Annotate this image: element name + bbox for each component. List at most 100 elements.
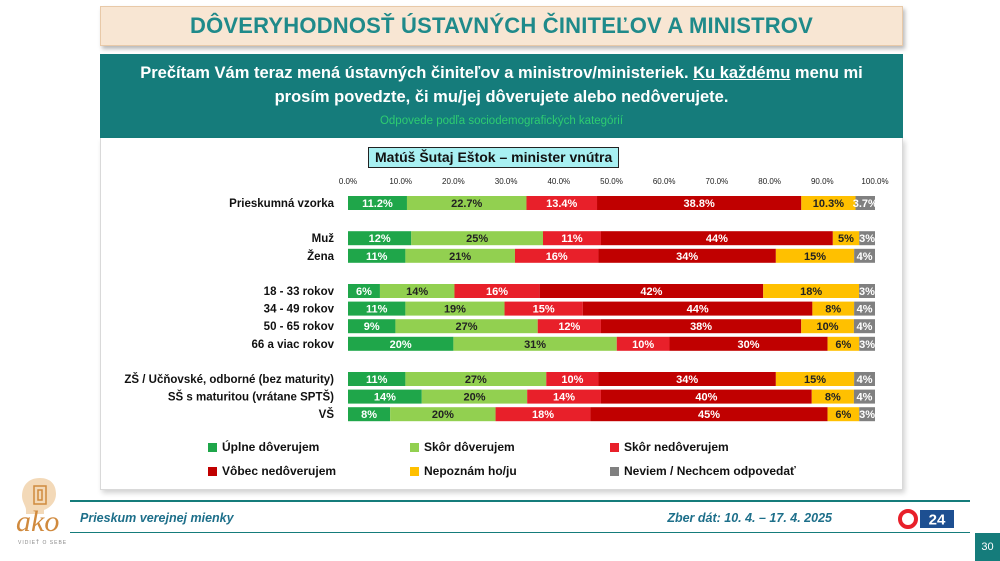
bar-segment bbox=[853, 319, 875, 334]
bar-segment bbox=[859, 231, 875, 246]
data-label: 10.3% bbox=[813, 198, 844, 210]
bar-segment bbox=[600, 231, 833, 246]
legend-swatch bbox=[610, 443, 619, 452]
x-tick-label: 20.0% bbox=[442, 177, 465, 186]
x-tick-label: 70.0% bbox=[706, 177, 729, 186]
bar-segment bbox=[854, 248, 875, 263]
data-label: 18% bbox=[532, 409, 554, 421]
bar-segment bbox=[379, 284, 455, 298]
data-label: 40% bbox=[695, 392, 717, 404]
data-label: 4% bbox=[857, 251, 873, 263]
data-label: 15% bbox=[804, 374, 826, 386]
data-label: 16% bbox=[546, 251, 568, 263]
data-label: 38.8% bbox=[684, 198, 715, 210]
legend-swatch bbox=[208, 467, 217, 476]
bar-segment bbox=[775, 248, 855, 263]
footer-divider-lower bbox=[70, 532, 970, 533]
data-label: 16% bbox=[486, 286, 508, 298]
question-part1: Prečítam Vám teraz mená ústavných činite… bbox=[140, 64, 689, 82]
bar-segment bbox=[801, 196, 856, 210]
data-label: 11% bbox=[366, 374, 388, 386]
data-label: 22.7% bbox=[451, 198, 482, 210]
category-label: 18 - 33 rokov bbox=[264, 286, 335, 298]
data-label: 8% bbox=[825, 304, 841, 316]
bar-segment bbox=[527, 389, 601, 404]
data-label: 20% bbox=[390, 339, 412, 351]
data-label: 11% bbox=[366, 251, 388, 263]
data-label: 30% bbox=[738, 339, 760, 351]
bar-segment bbox=[590, 407, 828, 422]
data-label: 27% bbox=[465, 374, 487, 386]
data-label: 34% bbox=[676, 251, 698, 263]
bar-segment bbox=[598, 372, 776, 386]
bar-segment bbox=[827, 407, 860, 422]
bar-segment bbox=[514, 248, 599, 263]
data-label: 20% bbox=[463, 392, 485, 404]
data-label: 14% bbox=[553, 392, 575, 404]
data-label: 27% bbox=[456, 321, 478, 333]
data-label: 3% bbox=[859, 286, 875, 298]
x-tick-label: 10.0% bbox=[389, 177, 412, 186]
legend-label: Neviem / Nechcem odpovedať bbox=[624, 464, 796, 478]
data-label: 14% bbox=[374, 392, 396, 404]
bar-segment bbox=[395, 319, 538, 334]
chart-title: Matúš Šutaj Eštok – minister vnútra bbox=[368, 147, 620, 168]
bar-segment bbox=[859, 407, 875, 422]
page-number: 30 bbox=[975, 533, 1000, 561]
bar-segment bbox=[526, 196, 598, 210]
data-label: 3% bbox=[859, 409, 875, 421]
bar-segment bbox=[854, 301, 875, 316]
bar-segment bbox=[348, 407, 391, 422]
question-text: Prečítam Vám teraz mená ústavných činite… bbox=[100, 54, 903, 109]
x-tick-label: 40.0% bbox=[547, 177, 570, 186]
bar-segment bbox=[546, 372, 599, 386]
data-label: 4% bbox=[857, 304, 873, 316]
bar-segment bbox=[598, 248, 776, 263]
bar-segment bbox=[453, 336, 617, 351]
category-label: VŠ bbox=[319, 408, 335, 421]
bar-segment bbox=[859, 336, 875, 351]
legend-label: Úplne dôverujem bbox=[222, 439, 319, 454]
bar-segment bbox=[775, 372, 855, 386]
category-label: Muž bbox=[312, 233, 335, 245]
logo-subtitle: VIDIEŤ O SEBE bbox=[18, 540, 68, 546]
bar-segment bbox=[405, 301, 505, 316]
category-label: 34 - 49 rokov bbox=[264, 304, 335, 316]
data-label: 12% bbox=[369, 233, 391, 245]
data-label: 3.7% bbox=[853, 198, 878, 210]
category-label: 50 - 65 rokov bbox=[264, 321, 335, 333]
data-label: 31% bbox=[524, 339, 546, 351]
legend-label: Nepoznám ho/ju bbox=[424, 464, 517, 478]
x-tick-label: 90.0% bbox=[811, 177, 834, 186]
data-label: 19% bbox=[444, 304, 466, 316]
data-label: 20% bbox=[432, 409, 454, 421]
logo-text: ako bbox=[16, 505, 60, 538]
category-label: Žena bbox=[307, 250, 334, 263]
data-label: 44% bbox=[706, 233, 728, 245]
bar-segment bbox=[348, 372, 406, 386]
data-label: 42% bbox=[640, 286, 662, 298]
bar-segment bbox=[495, 407, 591, 422]
data-label: 10% bbox=[817, 321, 839, 333]
bar-segment bbox=[348, 301, 406, 316]
bar-segment bbox=[405, 372, 547, 386]
bar-segment bbox=[421, 389, 528, 404]
legend-swatch bbox=[410, 443, 419, 452]
legend-label: Skôr dôverujem bbox=[424, 440, 515, 454]
bar-segment bbox=[855, 196, 875, 210]
category-label: Prieskumná vzorka bbox=[229, 198, 334, 210]
bar-segment bbox=[454, 284, 540, 298]
ako-logo-icon bbox=[22, 478, 56, 514]
title-box: DÔVERYHODNOSŤ ÚSTAVNÝCH ČINITEĽOV A MINI… bbox=[100, 6, 903, 46]
footer-divider bbox=[70, 500, 970, 502]
bar-segment bbox=[539, 284, 764, 298]
data-label: 6% bbox=[356, 286, 372, 298]
data-label: 4% bbox=[857, 374, 873, 386]
data-label: 34% bbox=[676, 374, 698, 386]
legend-swatch bbox=[410, 467, 419, 476]
bar-segment bbox=[763, 284, 860, 298]
bar-segment bbox=[504, 301, 583, 316]
data-label: 18% bbox=[800, 286, 822, 298]
question-part2: menu mi prosím povedzte, či mu/jej dôver… bbox=[274, 64, 863, 106]
bar-segment bbox=[669, 336, 828, 351]
